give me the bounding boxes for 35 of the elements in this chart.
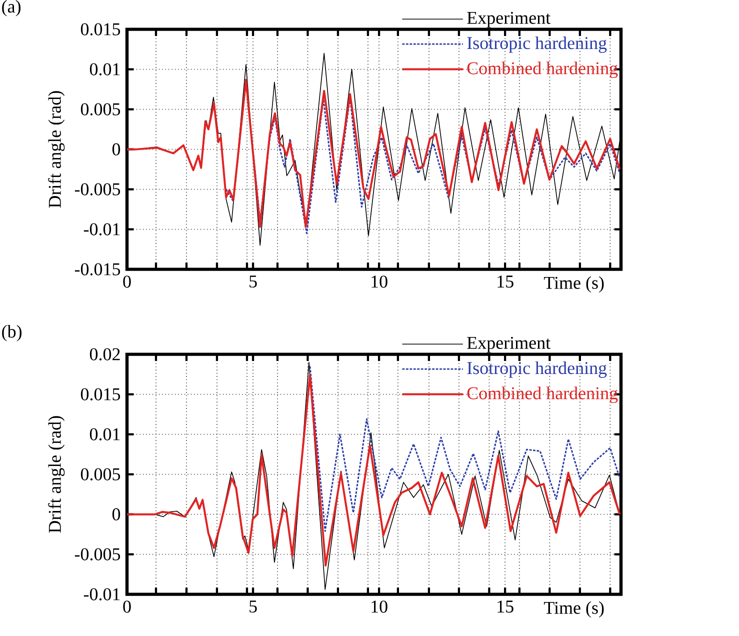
y-tick-label: 0.015 (80, 23, 120, 36)
y-tick-label: -0.005 (74, 183, 120, 196)
x-tick-label: 10 (372, 275, 388, 288)
x-tick-label: 5 (250, 600, 257, 612)
line-series (127, 78, 621, 228)
y-axis-title: Drift angle (rad) (48, 90, 65, 208)
legend-label: Isotropic hardening (467, 361, 607, 378)
y-tick-label: 0.01 (90, 428, 120, 440)
legend-label: Experiment (467, 12, 550, 28)
x-tick-label: 15 (498, 275, 514, 288)
x-tick-label: 5 (250, 275, 257, 288)
legend-label: Experiment (467, 336, 550, 352)
legend-label: Isotropic hardening (467, 36, 607, 53)
y-tick-label: 0 (112, 508, 120, 520)
y-axis-title: Drift angle (rad) (48, 416, 65, 533)
y-tick-label: -0.015 (74, 263, 120, 276)
chart-title: (a) (2, 0, 20, 16)
y-tick-label: -0.01 (84, 588, 120, 600)
y-tick-label: 0.005 (80, 103, 120, 116)
y-tick-label: -0.01 (84, 223, 120, 236)
y-tick-label: 0.015 (80, 388, 120, 400)
chart-title: (b) (2, 324, 22, 342)
x-axis-title: Time (s) (544, 601, 604, 618)
x-tick-label: 10 (372, 600, 388, 613)
y-tick-label: 0.005 (80, 468, 120, 480)
legend-label: Combined hardening (467, 386, 618, 403)
y-tick-label: 0.02 (90, 348, 120, 360)
y-tick-label: 0.01 (90, 63, 120, 76)
x-tick-label: 0 (123, 600, 131, 613)
y-tick-label: -0.005 (74, 548, 120, 560)
x-tick-label: 0 (123, 275, 131, 288)
y-tick-label: 0 (112, 143, 120, 156)
x-tick-label: 15 (498, 600, 514, 612)
legend-label: Combined hardening (467, 62, 618, 78)
x-axis-title: Time (s) (544, 276, 604, 292)
